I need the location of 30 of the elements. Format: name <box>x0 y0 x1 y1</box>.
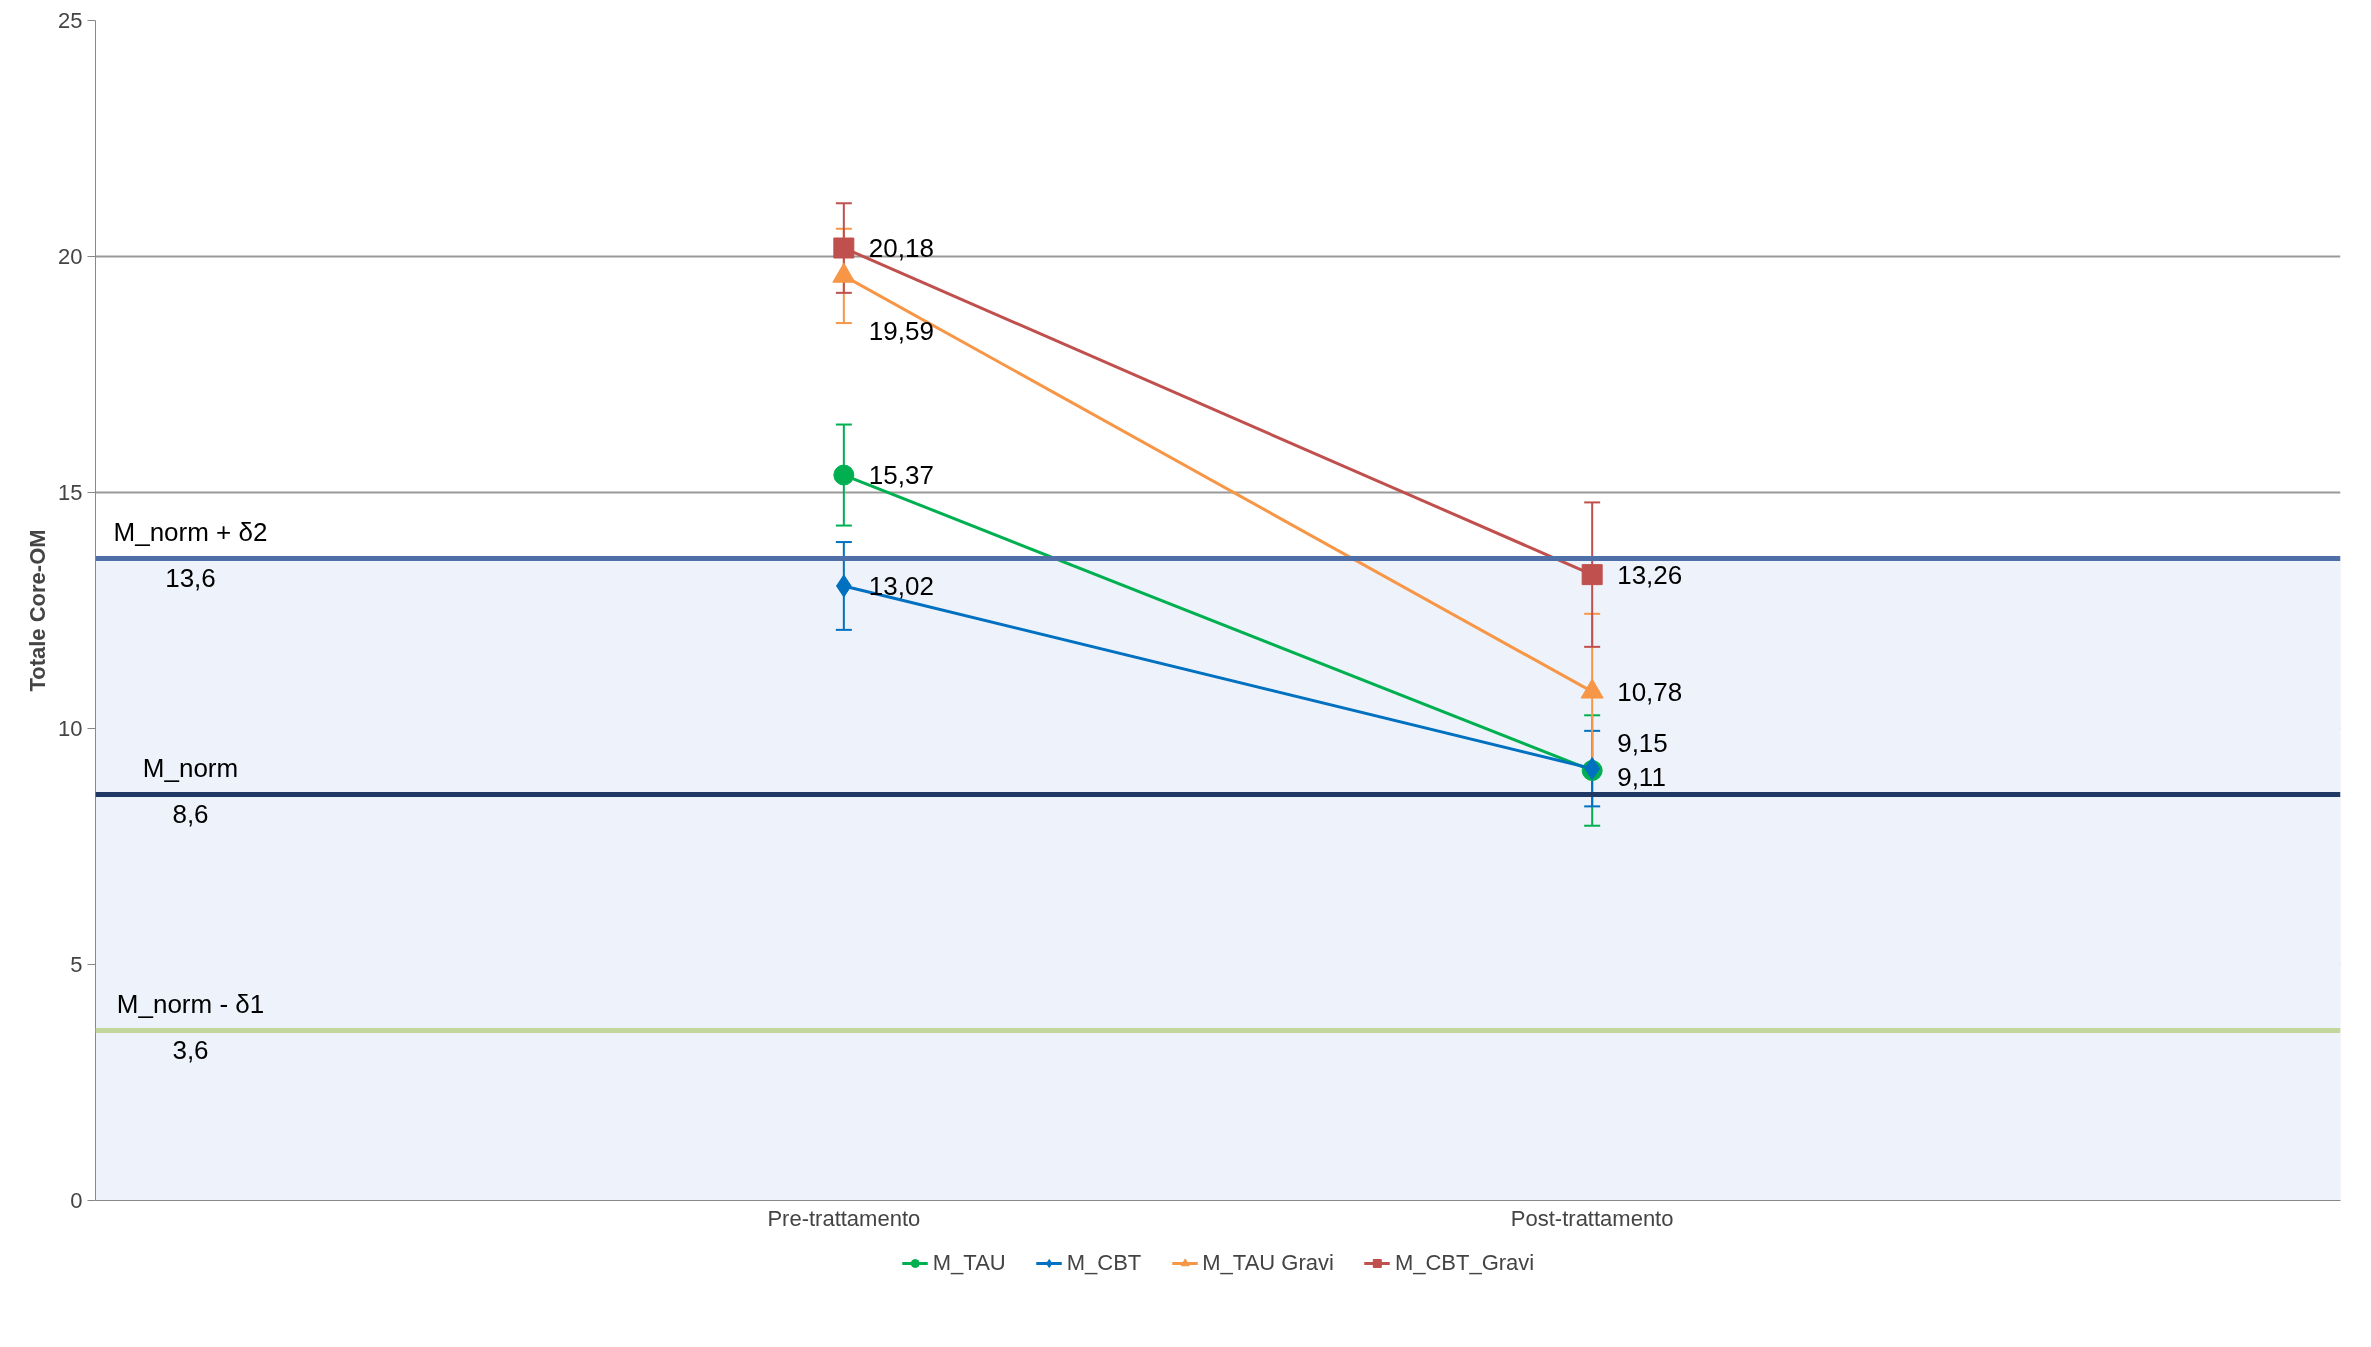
y-tick-label: 25 <box>58 8 83 33</box>
y-tick-label: 15 <box>58 480 83 505</box>
annotation: 8,6 <box>172 798 209 829</box>
data-label: 13,26 <box>1617 559 1683 590</box>
legend-label: M_TAU Gravi <box>1202 1250 1334 1276</box>
data-label: 19,59 <box>868 315 934 346</box>
ref-line-label: M_norm - δ1 <box>116 988 265 1019</box>
legend-label: M_CBT_Gravi <box>1394 1250 1535 1276</box>
ref-line-label: M_norm + δ2 <box>113 516 268 547</box>
data-label: 20,18 <box>868 233 934 263</box>
point <box>833 464 855 486</box>
data-label: 15,37 <box>868 460 934 491</box>
annotation: 13,6 <box>165 562 216 593</box>
legend-label: M_TAU <box>932 1250 1006 1276</box>
point <box>833 237 855 259</box>
y-tick-label: 0 <box>70 1188 83 1213</box>
data-label: 13,02 <box>868 570 934 601</box>
data-label: 10,78 <box>1617 676 1683 707</box>
data-label: 9,11 <box>1617 761 1666 792</box>
x-tick-label: Pre-trattamento <box>767 1205 921 1231</box>
y-tick-label: 10 <box>58 716 83 741</box>
legend-label: M_CBT <box>1066 1250 1142 1276</box>
data-label: 9,15 <box>1617 727 1668 758</box>
point <box>1581 564 1603 586</box>
ref-line-label: M_norm <box>142 752 239 783</box>
y-axis-title: Totale Core-OM <box>25 529 51 692</box>
y-tick-label: 5 <box>70 952 83 977</box>
x-tick-label: Post-trattamento <box>1510 1205 1674 1231</box>
y-tick-label: 20 <box>58 244 83 269</box>
annotation: 3,6 <box>172 1034 209 1065</box>
